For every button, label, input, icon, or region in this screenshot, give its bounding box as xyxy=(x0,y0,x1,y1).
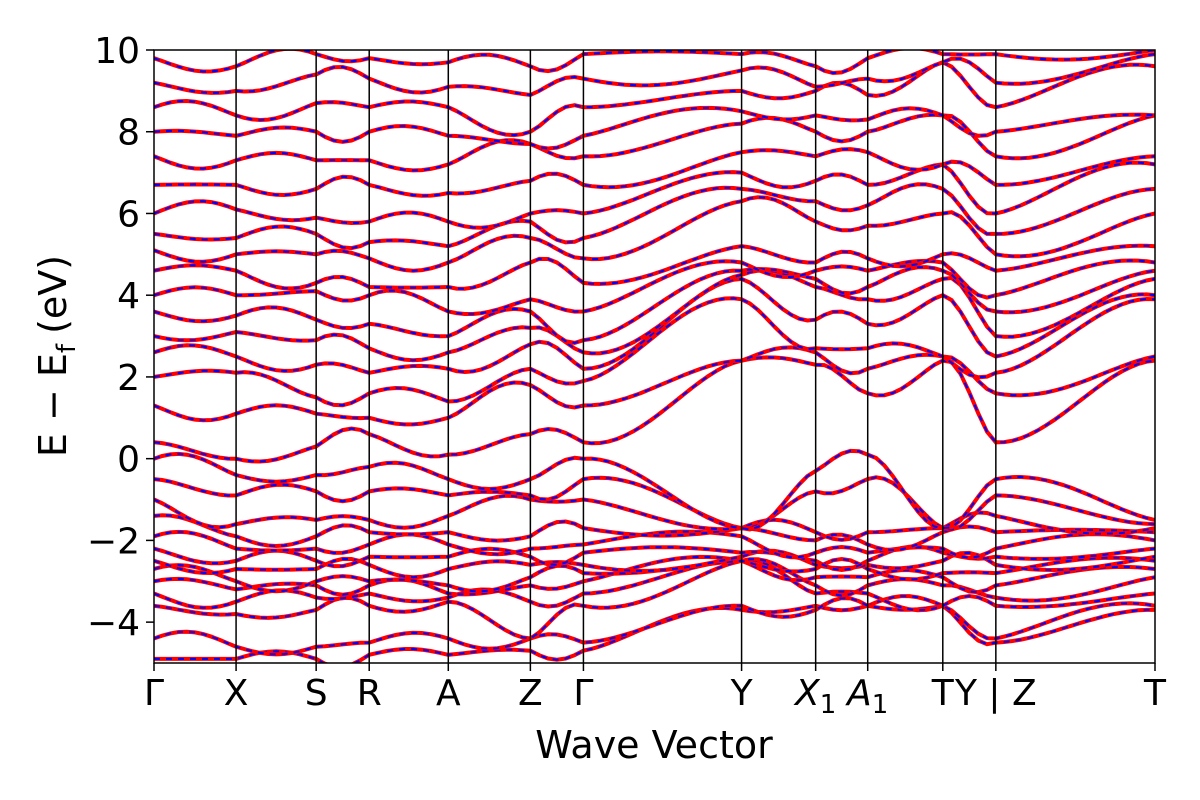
band-line-red xyxy=(154,243,1155,291)
y-axis-label: E − Ef (eV) xyxy=(31,255,82,457)
kpoint-label: X1 xyxy=(793,673,836,720)
band-line-blue xyxy=(154,556,1155,593)
kpoint-label-main: Y | Z xyxy=(954,673,1037,714)
y-tick-label: 4 xyxy=(117,276,140,317)
kpoint-label-main: A xyxy=(845,673,872,714)
y-tick-label: −4 xyxy=(87,603,140,644)
band-line-red xyxy=(154,554,1155,597)
y-tick-label: 6 xyxy=(117,194,140,235)
y-axis-label-subscript: f xyxy=(52,343,82,353)
band-line-blue xyxy=(154,148,1155,197)
bands-group xyxy=(154,50,1155,663)
band-line-red xyxy=(154,160,1155,230)
band-line-blue xyxy=(154,196,1155,272)
band-line-blue xyxy=(154,50,1155,75)
band-line-blue xyxy=(154,558,1155,609)
y-axis-label-main: E − E xyxy=(31,353,75,457)
y-tick-label: 2 xyxy=(117,358,140,399)
band-line-blue xyxy=(154,476,1155,531)
kpoint-label-subscript: 1 xyxy=(872,690,889,720)
band-line-blue xyxy=(154,269,1155,362)
band-line-blue xyxy=(154,61,1155,137)
band-line-blue xyxy=(154,346,1155,426)
x-axis-label: Wave Vector xyxy=(535,723,773,767)
kpoint-label: X xyxy=(224,673,249,714)
kpoint-label-main: T xyxy=(1143,673,1167,714)
band-line-blue xyxy=(154,449,1155,531)
kpoint-label: T xyxy=(931,673,955,714)
kpoint-label-main: Y xyxy=(730,673,754,714)
kpoint-label-main: Z xyxy=(518,673,543,714)
kpoint-label-subscript: 1 xyxy=(820,690,837,720)
band-line-red xyxy=(154,355,1155,464)
band-line-red xyxy=(154,596,1155,657)
kpoint-label-main: Γ xyxy=(573,673,593,714)
kpoint-label-main: T xyxy=(931,673,955,714)
y-tick-label: 8 xyxy=(117,113,140,154)
kpoint-label: S xyxy=(305,673,328,714)
band-line-blue xyxy=(154,113,1155,172)
band-line-red xyxy=(154,105,1155,151)
band-line-blue xyxy=(154,53,1155,97)
y-tick-label: −2 xyxy=(87,521,140,562)
kpoint-label: Γ xyxy=(144,673,164,714)
band-line-blue xyxy=(154,183,1155,250)
kpoint-label: R xyxy=(357,673,382,714)
kpoint-label: T xyxy=(1143,673,1167,714)
y-axis-ticks: −4 −2 0 2 4 6 8 10 xyxy=(87,31,154,644)
band-line-blue xyxy=(154,514,1155,552)
band-line-blue xyxy=(154,545,1155,572)
band-line-red xyxy=(154,296,1155,408)
kpoint-label: A1 xyxy=(845,673,888,720)
y-tick-label: 0 xyxy=(117,440,140,481)
band-line-blue xyxy=(154,558,1155,640)
kpoint-label-main: A xyxy=(436,673,461,714)
kpoint-lines-group xyxy=(235,50,997,663)
kpoint-label-main: S xyxy=(305,673,328,714)
kpoint-label-main: X xyxy=(793,673,821,714)
kpoint-label-main: Γ xyxy=(144,673,164,714)
band-line-blue xyxy=(154,530,1155,559)
kpoint-label-main: X xyxy=(224,673,249,714)
band-line-blue xyxy=(154,266,1155,344)
kpoint-label: Γ xyxy=(573,673,593,714)
kpoint-label-main: R xyxy=(357,673,382,714)
plot-frame xyxy=(153,49,1156,664)
band-line-blue xyxy=(154,494,1155,541)
kpoint-label: Y | Z xyxy=(954,673,1037,714)
y-axis-label-unit: (eV) xyxy=(31,255,75,334)
band-line-blue xyxy=(154,259,1155,315)
kpoint-label: Z xyxy=(518,673,543,714)
band-line-blue xyxy=(154,549,1155,579)
kpoint-label: Y xyxy=(730,673,754,714)
kpoint-label: A xyxy=(436,673,461,714)
y-tick-label: 10 xyxy=(94,31,140,72)
band-line-blue xyxy=(154,277,1155,374)
